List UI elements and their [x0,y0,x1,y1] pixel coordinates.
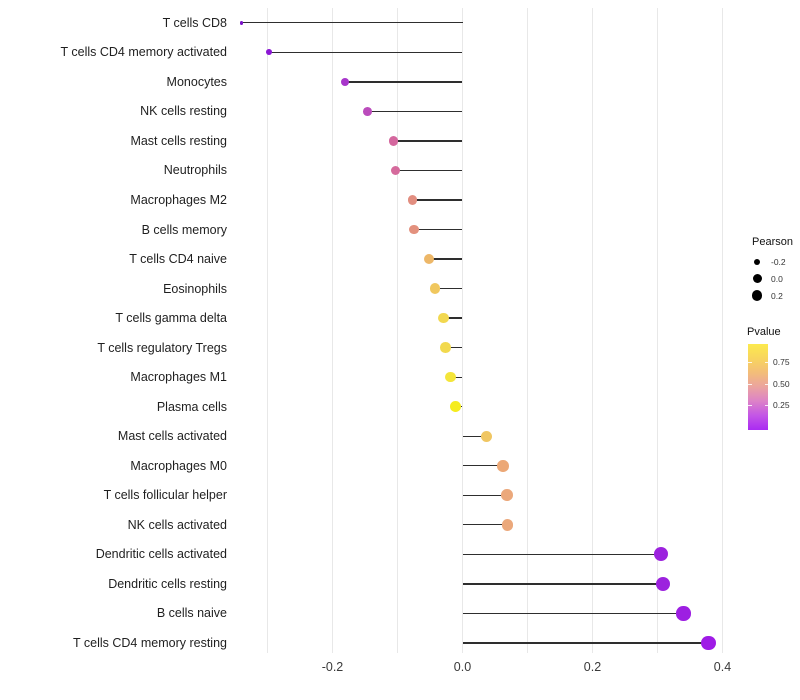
lollipop-stem [393,140,463,142]
size-legend-title: Pearson [752,236,793,248]
colorbar-tick-label: 0.25 [773,400,790,410]
colorbar-tick-mark [748,362,752,363]
x-axis-tick-label: 0.0 [453,660,472,674]
lollipop-stem [367,110,463,113]
color-legend-title: Pvalue [747,326,781,338]
x-gridline [527,8,528,653]
y-axis-label: Macrophages M2 [130,192,227,207]
y-axis-label: T cells CD4 naive [129,252,227,267]
data-point-dot [445,371,457,383]
size-legend-label: -0.2 [771,257,786,267]
data-point-dot [388,136,399,146]
lollipop-stem [462,465,503,467]
lollipop-stem [462,583,663,585]
y-axis-label: NK cells activated [127,517,227,532]
lollipop-stem [414,228,463,231]
lollipop-stem [462,494,507,496]
size-legend-label: 0.2 [771,290,783,301]
data-point-dot [265,49,272,56]
data-point-dot [440,342,451,353]
y-axis-label: Macrophages M1 [130,370,227,385]
lollipop-stem [435,287,463,290]
y-axis-label: Mast cells resting [130,133,227,148]
data-point-dot [423,253,434,265]
lollipop-stem [344,81,463,83]
y-axis-label: T cells CD4 memory resting [73,635,227,650]
y-axis-label: B cells naive [156,606,227,621]
lollipop-stem [443,317,463,319]
colorbar-tick-mark [764,383,768,385]
y-axis-label: NK cells resting [140,104,227,119]
data-point-dot [653,547,668,562]
lollipop-stem [462,435,487,437]
data-point-dot [655,576,670,591]
data-point-dot [407,195,418,205]
x-axis-tick-label: 0.2 [583,660,602,674]
x-gridline [332,8,333,653]
data-point-dot [409,224,420,235]
x-axis-tick-label: 0.4 [713,660,732,674]
lollipop-stem [462,612,684,615]
data-point-dot [676,606,691,621]
y-axis-label: T cells gamma delta [115,311,227,326]
data-point-dot [363,106,373,116]
colorbar-tick-mark [748,383,752,385]
lollipop-stem [268,51,463,53]
lollipop-stem [450,376,463,378]
x-gridline [397,8,398,653]
data-point-dot [390,165,401,176]
lollipop-stem [462,524,508,526]
lollipop-stem [462,642,709,644]
y-axis-label: T cells CD8 [162,15,227,30]
data-point-dot [340,77,349,86]
lollipop-stem [395,169,463,172]
data-point-dot [500,489,513,502]
size-legend-label: 0.0 [771,273,783,284]
colorbar-tick-mark [764,405,768,406]
y-axis-label: T cells CD4 memory activated [60,45,228,60]
data-point-dot [438,312,449,324]
data-point-dot [497,459,509,472]
x-gridline [592,8,593,653]
colorbar-tick-label: 0.50 [773,378,790,389]
x-gridline [657,8,658,653]
data-point-dot [239,20,244,25]
data-point-dot [430,283,441,294]
size-legend-dot [752,274,762,283]
pvalue-colorbar [748,344,768,430]
x-gridline [722,8,723,653]
lollipop-stem [428,258,463,260]
x-gridline [462,8,463,653]
y-axis-label: B cells memory [141,222,227,237]
y-axis-label: Dendritic cells activated [95,547,227,562]
y-axis-label: Macrophages M0 [130,458,227,473]
lollipop-stem [462,553,661,555]
lollipop-stem [445,346,463,349]
colorbar-tick-label: 0.75 [773,357,790,367]
y-axis-label: Plasma cells [156,399,227,414]
size-legend-dot [751,290,763,301]
data-point-dot [449,401,461,413]
y-axis-label: Eosinophils [163,281,227,296]
x-axis-tick-label: -0.2 [321,660,344,674]
data-point-dot [700,635,716,651]
y-axis-label: T cells regulatory Tregs [97,340,227,355]
y-axis-label: Mast cells activated [117,429,227,444]
colorbar-tick-mark [764,362,768,363]
y-axis-label: Neutrophils [163,163,227,178]
size-legend-dot [753,258,761,266]
y-axis-label: Monocytes [166,74,227,89]
data-point-dot [501,518,514,531]
colorbar-tick-mark [748,405,752,406]
lollipop-stem [412,199,463,201]
y-axis-label: T cells follicular helper [103,488,227,503]
y-axis-label: Dendritic cells resting [108,576,227,591]
x-gridline [267,8,268,653]
lollipop-stem [241,22,463,24]
data-point-dot [480,430,493,442]
